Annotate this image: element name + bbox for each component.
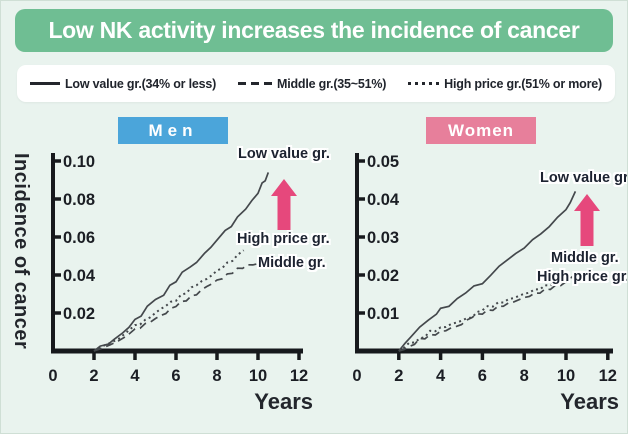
women-low-value-label: Low value gr. — [540, 170, 628, 186]
svg-text:0.04: 0.04 — [367, 191, 400, 209]
svg-text:4: 4 — [130, 367, 140, 385]
men-middle-label: Middle gr. — [258, 255, 326, 271]
arrow-shape — [271, 179, 297, 230]
svg-text:0.03: 0.03 — [367, 229, 399, 247]
legend-bar: Low value gr.(34% or less) Middle gr.(35… — [17, 65, 615, 102]
svg-text:8: 8 — [520, 367, 529, 385]
svg-text:6: 6 — [478, 367, 487, 385]
legend-item-high-price: High price gr.(51% or more) — [408, 77, 602, 91]
up-arrow-icon — [271, 179, 297, 230]
svg-text:0: 0 — [48, 367, 57, 385]
page-title: Low NK activity increases the incidence … — [48, 17, 580, 43]
women-middle-label: Middle gr. — [551, 250, 619, 266]
dashed-line-icon — [237, 82, 272, 85]
svg-text:0.01: 0.01 — [367, 305, 399, 323]
svg-text:2: 2 — [89, 367, 98, 385]
men-low-value-label: Low value gr. — [238, 146, 330, 162]
svg-text:4: 4 — [436, 367, 446, 385]
legend-item-low-value: Low value gr.(34% or less) — [30, 77, 216, 91]
svg-text:0.08: 0.08 — [63, 191, 95, 209]
legend-label: High price gr.(51% or more) — [444, 76, 602, 91]
up-arrow-icon — [574, 194, 600, 246]
legend-label: Middle gr.(35~51%) — [276, 76, 387, 91]
svg-text:12: 12 — [599, 367, 617, 385]
svg-text:10: 10 — [557, 367, 575, 385]
legend-item-middle: Middle gr.(35~51%) — [237, 76, 387, 91]
svg-text:8: 8 — [212, 367, 221, 385]
title-banner: Low NK activity increases the incidence … — [15, 9, 613, 52]
svg-text:0.10: 0.10 — [63, 153, 95, 171]
svg-text:0.02: 0.02 — [63, 305, 95, 323]
chart-header-men: Men — [118, 117, 228, 144]
svg-text:6: 6 — [171, 367, 180, 385]
men-high-price-label: High price gr. — [237, 231, 330, 247]
x-axis-title-women: Years — [560, 389, 619, 414]
dotted-line-icon — [408, 82, 440, 85]
x-axis-title-men: Years — [254, 389, 313, 414]
svg-text:10: 10 — [249, 367, 267, 385]
women-high-price-label: High price gr. — [537, 269, 628, 285]
svg-text:2: 2 — [394, 367, 403, 385]
svg-text:12: 12 — [290, 367, 308, 385]
arrow-shape — [574, 194, 600, 246]
svg-text:0.06: 0.06 — [63, 229, 95, 247]
svg-text:0: 0 — [352, 367, 361, 385]
svg-text:0.04: 0.04 — [63, 267, 96, 285]
svg-text:0.05: 0.05 — [367, 153, 399, 171]
chart-header-women: Women — [426, 117, 536, 144]
svg-text:0.02: 0.02 — [367, 267, 399, 285]
legend-label: Low value gr.(34% or less) — [65, 76, 217, 91]
solid-line-icon — [30, 82, 60, 85]
